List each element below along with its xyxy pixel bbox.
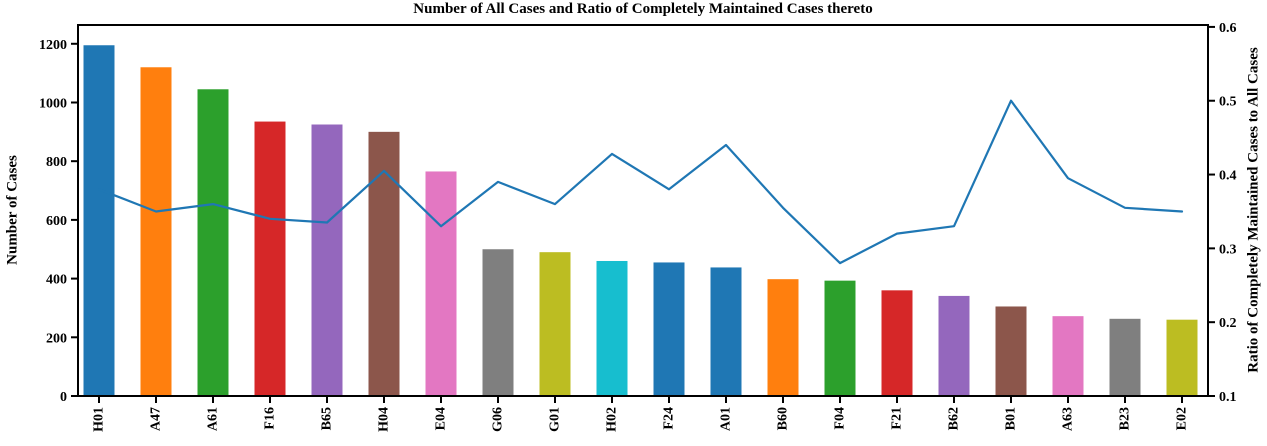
x-tick-label-B60: B60 (776, 407, 791, 430)
x-tick-label-E04: E04 (434, 407, 449, 430)
x-tick-label-B65: B65 (320, 407, 335, 430)
x-tick-label-B62: B62 (947, 407, 962, 430)
right-tick-label: 0.3 (1219, 242, 1237, 257)
x-tick-label-A61: A61 (206, 407, 221, 431)
left-tick-label: 0 (60, 390, 67, 405)
bar-F16 (254, 121, 286, 396)
x-tick-label-B01: B01 (1004, 407, 1019, 430)
bar-E04 (425, 171, 457, 396)
x-tick-label-F24: F24 (662, 407, 677, 430)
bar-B65 (311, 124, 343, 396)
right-tick-label: 0.6 (1219, 21, 1237, 36)
x-tick-label-F04: F04 (833, 407, 848, 430)
bar-F04 (824, 280, 856, 396)
left-tick-label: 200 (46, 331, 67, 346)
ratio-line (97, 99, 1184, 265)
left-axis-label: Number of Cases (4, 155, 21, 265)
chart-title: Number of All Cases and Ratio of Complet… (413, 1, 873, 17)
bar-B62 (938, 295, 970, 396)
right-axis-label: Ratio of Completely Maintained Cases to … (1245, 47, 1262, 373)
bar-A61 (197, 89, 229, 397)
x-tick-label-A47: A47 (149, 407, 164, 431)
left-tick-label: 1000 (39, 96, 67, 111)
bar-B01 (995, 306, 1027, 396)
x-tick-label-H04: H04 (377, 407, 392, 432)
x-tick-label-G01: G01 (548, 407, 563, 432)
bar-A47 (140, 67, 172, 397)
bar-H04 (368, 131, 400, 396)
bar-E02 (1166, 319, 1198, 396)
right-tick-label: 0.5 (1219, 95, 1237, 110)
left-tick-label: 400 (46, 273, 67, 288)
left-tick-label: 1200 (39, 38, 67, 53)
left-tick-label: 800 (46, 155, 67, 170)
bar-G01 (539, 252, 571, 396)
bar-B60 (767, 279, 799, 396)
right-tick-label: 0.1 (1219, 390, 1237, 405)
x-tick-label-E02: E02 (1175, 407, 1190, 430)
x-tick-label-A63: A63 (1061, 407, 1076, 431)
bar-B23 (1109, 318, 1141, 396)
x-tick-label-G06: G06 (491, 407, 506, 432)
bar-H01 (83, 45, 115, 396)
axes-box (77, 24, 1209, 397)
bar-G06 (482, 249, 514, 396)
bar-H02 (596, 260, 628, 396)
x-tick-label-H01: H01 (92, 407, 107, 432)
bar-A01 (710, 267, 742, 396)
right-tick-label: 0.2 (1219, 316, 1237, 331)
x-tick-label-F21: F21 (890, 407, 905, 430)
bar-F24 (653, 262, 685, 396)
left-tick-label: 600 (46, 214, 67, 229)
bar-F21 (881, 290, 913, 396)
x-tick-label-F16: F16 (263, 407, 278, 430)
x-tick-label-A01: A01 (719, 407, 734, 431)
right-tick-label: 0.4 (1219, 169, 1237, 184)
x-tick-label-H02: H02 (605, 407, 620, 432)
x-tick-label-B23: B23 (1118, 407, 1133, 430)
bar-A63 (1052, 316, 1084, 396)
